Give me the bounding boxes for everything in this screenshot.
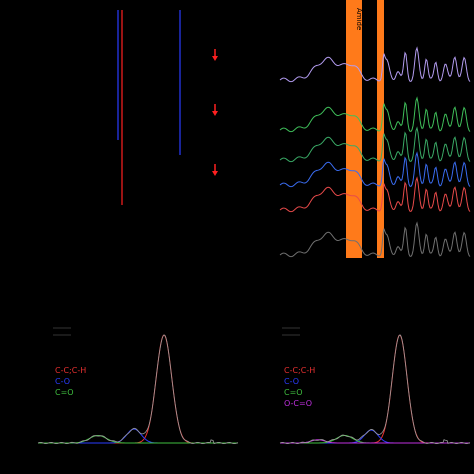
spectrum-line-3: [279, 151, 471, 188]
legend-item-1: C-O: [284, 377, 299, 386]
legend-item-0: C-C;C-H: [55, 366, 86, 375]
peak-c-c-c-h: [280, 334, 470, 444]
highlight-band-0: [346, 0, 362, 258]
envelope-line: [279, 334, 471, 445]
legend-item-2: C=O: [284, 388, 303, 397]
spectrum-line-4: [279, 176, 471, 213]
spectrum-line-5: [279, 221, 471, 258]
red-arrow-2: [212, 164, 218, 176]
envelope-line: [37, 334, 239, 445]
peak-c-o: [38, 434, 238, 444]
panel-top-right: Amide: [279, 0, 471, 258]
red-arrow-0: [212, 49, 218, 61]
panel-top-left: [117, 10, 218, 205]
legend-item-2: C=O: [55, 388, 74, 397]
spectrum-line-0: [279, 46, 471, 83]
red-arrow-1: [212, 104, 218, 116]
spectrum-line-1: [279, 96, 471, 133]
legend-item-3: O-C=O: [284, 399, 312, 408]
panel-bottom-right: C-C;C-H C-O C=O O-C=O: [279, 327, 471, 445]
band-label-amide: Amide: [355, 8, 363, 30]
legend-item-1: C-O: [55, 377, 70, 386]
legend-item-0: C-C;C-H: [284, 366, 315, 375]
panel-bottom-left: C-C;C-H C-O C=O: [37, 327, 239, 445]
spectrum-line-2: [279, 126, 471, 163]
